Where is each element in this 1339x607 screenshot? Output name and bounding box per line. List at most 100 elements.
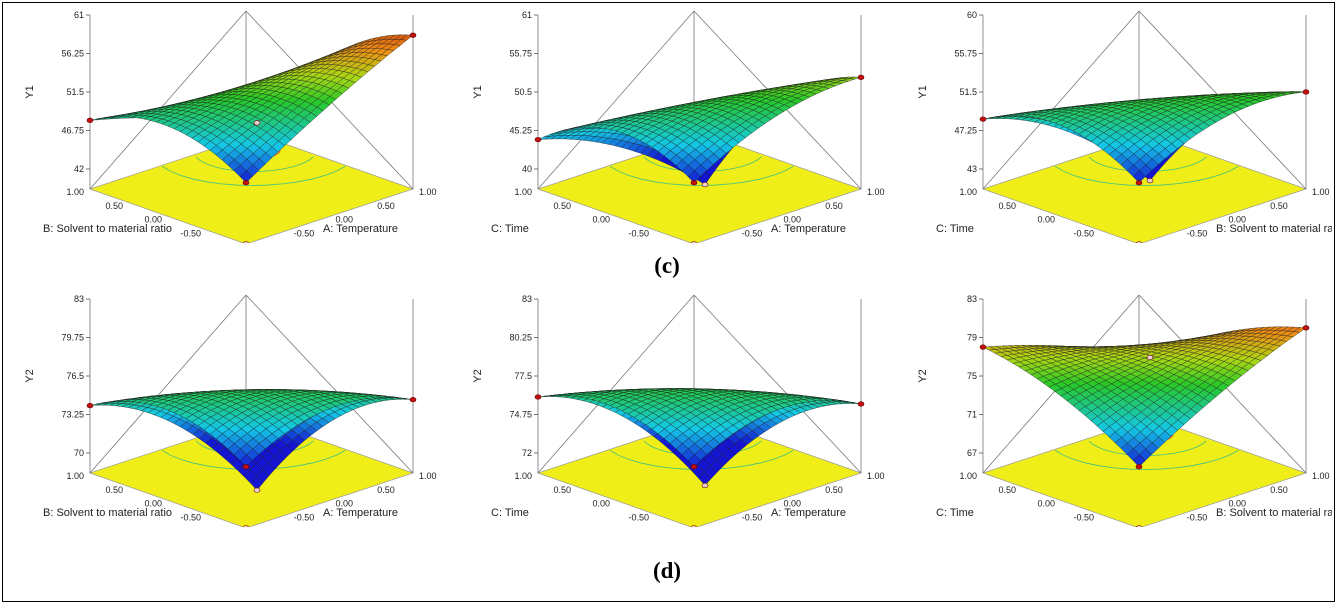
z-tick-label: 73.25 [61, 410, 84, 420]
design-point [1302, 325, 1310, 331]
y-tick-label: 0.50 [998, 485, 1016, 495]
y-tick-label: 0.50 [998, 201, 1016, 211]
design-point [1302, 89, 1310, 95]
x-tick-label: 0.00 [1229, 215, 1247, 225]
surface-svg: 83 80.25 77.5 74.75 72 Y2 -1.00 -0.50 0.00 0.50 1.… [472, 294, 885, 527]
back-wall-edge [89, 294, 247, 474]
x-tick-label: -1.00 [252, 242, 273, 243]
y-tick-label: -1.00 [219, 526, 240, 527]
z-tick-label: 43 [967, 164, 977, 174]
floor-contour [1054, 450, 1239, 470]
z-tick-label: 70 [74, 448, 84, 458]
back-wall-edge [693, 294, 862, 474]
floor-contour [1054, 166, 1239, 186]
y-tick-label: 1.00 [514, 471, 532, 481]
y-tick-label: 0.50 [105, 485, 123, 495]
x-tick-label: -1.00 [1145, 242, 1166, 243]
design-point [86, 403, 94, 409]
y-tick-label: 0.00 [1037, 215, 1055, 225]
y-tick-label: -0.50 [180, 512, 201, 522]
z-tick-label: 72 [522, 448, 532, 458]
z-tick-label: 61 [522, 10, 532, 20]
x-tick-label: 0.50 [1270, 485, 1288, 495]
z-tick-label: 67 [967, 448, 977, 458]
x-tick-label: 0.50 [825, 485, 843, 495]
z-tick-label: 76.5 [66, 371, 84, 381]
design-point [979, 116, 987, 122]
surface-cell [687, 454, 701, 468]
design-point [690, 180, 698, 186]
surface-svg: 61 55.75 50.5 45.25 40 Y1 -1.00 -0.50 0.00 0.50 1.… [472, 10, 885, 243]
floor-contour [161, 166, 346, 186]
x-tick-label: -0.50 [1187, 228, 1208, 238]
x-tick-label: 1.00 [867, 471, 885, 481]
y-tick-label: 0.00 [144, 215, 162, 225]
y-axis-label: C: Time [491, 223, 529, 235]
x-tick-label: 0.00 [784, 215, 802, 225]
design-point [701, 482, 709, 489]
y-tick-label: 0.00 [592, 215, 610, 225]
x-axis-label: A: Temperature [323, 223, 398, 235]
y-tick-label: 0.00 [144, 499, 162, 509]
surface-svg: 60 55.75 51.5 47.25 43 Y1 -1.00 -0.50 0.00 0.50 1.… [917, 10, 1332, 243]
y-tick-label: -0.50 [1073, 228, 1094, 238]
design-point [979, 344, 987, 350]
z-tick-label: 51.5 [66, 87, 84, 97]
design-point [857, 74, 865, 80]
y-axis-label: B: Solvent to material ratio [43, 507, 172, 519]
y-axis-label: C: Time [491, 507, 529, 519]
z-tick-label: 55.75 [954, 49, 977, 59]
surface-plot-y1-temperature-time: 61 55.75 50.5 45.25 40 Y1 -1.00 -0.50 0.00 0.50 1.… [451, 3, 887, 243]
y-tick-label: -1.00 [667, 242, 688, 243]
y-tick-label: 0.50 [105, 201, 123, 211]
z-tick-label: 40 [522, 164, 532, 174]
z-tick-label: 75 [967, 371, 977, 381]
design-point [1135, 180, 1143, 186]
design-point [86, 117, 94, 123]
z-tick-label: 55.75 [509, 49, 532, 59]
x-tick-label: -1.00 [252, 526, 273, 527]
z-tick-label: 61 [74, 10, 84, 20]
floor-contour [609, 166, 794, 186]
x-tick-label: 0.00 [336, 215, 354, 225]
surface-cell [1132, 454, 1146, 468]
x-axis-label: A: Temperature [771, 507, 846, 519]
y-tick-label: 0.00 [592, 499, 610, 509]
z-tick-label: 42 [74, 164, 84, 174]
y-tick-label: 1.00 [66, 187, 84, 197]
z-tick-label: 83 [967, 294, 977, 304]
response-surface [982, 326, 1307, 468]
x-axis-label: B: Solvent to material ratio [1216, 223, 1332, 235]
y-tick-label: -0.50 [180, 228, 201, 238]
surface-svg: 83 79.75 76.5 73.25 70 Y2 -1.00 -0.50 0.00 0.50 1.… [24, 294, 437, 527]
surface-plot-y2-ratio-time: 83 79 75 71 67 Y2 -1.00 -0.50 0.00 0.50 1.00 -1.00 -… [896, 287, 1332, 527]
response-surface [89, 34, 414, 184]
y-tick-label: -1.00 [1112, 526, 1133, 527]
y-axis-label: C: Time [936, 223, 974, 235]
design-point [242, 180, 250, 186]
z-axis-label: Y1 [472, 85, 484, 98]
x-tick-label: -0.50 [294, 512, 315, 522]
surface-cell [239, 170, 253, 184]
y-tick-label: 1.00 [959, 187, 977, 197]
z-axis-label: Y2 [917, 369, 929, 382]
x-axis-label: A: Temperature [323, 507, 398, 519]
z-tick-label: 83 [74, 294, 84, 304]
x-tick-label: -1.00 [700, 242, 721, 243]
z-tick-label: 50.5 [514, 87, 532, 97]
surface-cell [239, 454, 253, 468]
y-axis-label: B: Solvent to material ratio [43, 223, 172, 235]
floor-design-point [690, 241, 698, 243]
design-point [1135, 464, 1143, 470]
y-tick-label: -0.50 [1073, 512, 1094, 522]
design-point [534, 137, 542, 143]
floor-design-point [690, 525, 698, 527]
x-tick-label: 0.50 [377, 485, 395, 495]
y-tick-label: -0.50 [628, 512, 649, 522]
x-tick-label: 0.50 [825, 201, 843, 211]
design-point [857, 401, 865, 407]
x-tick-label: 1.00 [1312, 187, 1330, 197]
z-tick-label: 80.25 [509, 333, 532, 343]
z-axis-label: Y1 [917, 85, 929, 98]
